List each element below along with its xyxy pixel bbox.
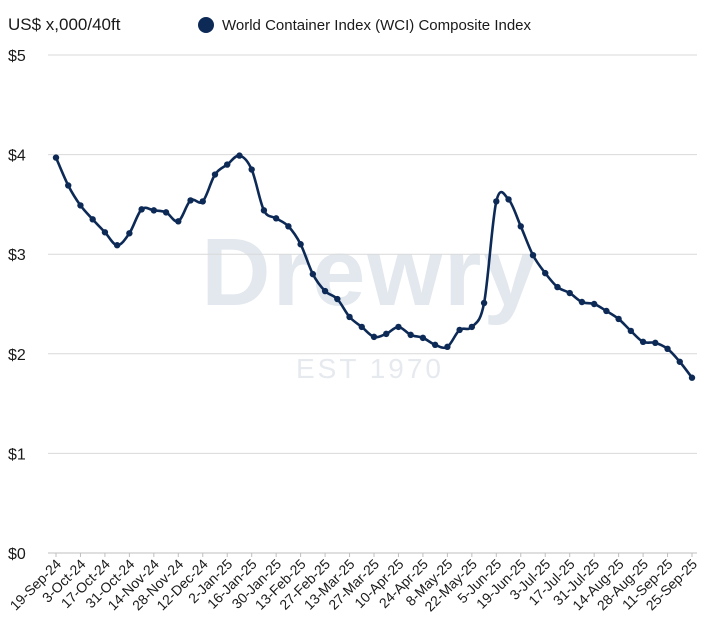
y-tick-label: $5 <box>8 48 26 65</box>
data-point <box>334 295 341 303</box>
gridlines <box>48 54 697 554</box>
data-point <box>517 223 524 230</box>
data-point <box>346 313 353 321</box>
data-point <box>542 269 549 277</box>
data-point <box>676 358 683 365</box>
data-point <box>297 241 304 248</box>
watermark-tagline: EST 1970 <box>296 353 444 384</box>
legend: World Container Index (WCI) Composite In… <box>198 17 532 34</box>
data-point <box>321 287 329 295</box>
data-point <box>248 166 255 173</box>
data-point <box>236 152 243 159</box>
data-point <box>419 334 427 342</box>
data-point <box>150 207 158 214</box>
data-point <box>187 197 194 204</box>
data-point <box>358 323 365 331</box>
data-point <box>309 270 317 278</box>
data-point <box>493 198 500 205</box>
data-point <box>199 198 206 205</box>
data-point <box>383 330 390 338</box>
data-point <box>211 171 219 178</box>
series-wci <box>52 152 696 381</box>
data-point <box>480 299 488 307</box>
data-point <box>370 333 378 341</box>
y-axis-ticks: $0 $1 $2 $3 $4 $5 <box>8 48 26 563</box>
data-point <box>554 283 561 291</box>
data-point <box>578 298 586 306</box>
data-point <box>224 161 231 168</box>
data-point <box>456 326 463 334</box>
data-point <box>468 323 476 331</box>
data-point <box>65 182 72 189</box>
data-point <box>664 345 671 353</box>
data-point <box>113 242 121 249</box>
y-tick-label: $1 <box>8 446 26 463</box>
y-tick-label: $0 <box>8 546 26 563</box>
watermark-brand: Drewry <box>201 219 539 326</box>
data-point <box>162 209 170 216</box>
data-point <box>529 251 537 259</box>
data-point <box>272 215 280 222</box>
y-tick-label: $3 <box>8 247 26 264</box>
data-point <box>407 331 414 339</box>
data-point <box>126 230 133 237</box>
data-point <box>505 196 512 203</box>
data-point <box>175 218 182 225</box>
legend-marker <box>198 17 214 33</box>
data-point <box>395 323 402 331</box>
data-point <box>652 339 659 347</box>
data-point <box>444 343 451 351</box>
y-axis-label: US$ x,000/40ft <box>8 15 121 34</box>
data-point <box>89 216 96 223</box>
data-point <box>138 206 145 213</box>
data-point <box>77 202 84 209</box>
data-point <box>590 300 598 308</box>
y-tick-label: $4 <box>8 148 26 165</box>
y-tick-label: $2 <box>8 347 26 364</box>
data-point <box>615 315 622 323</box>
data-point <box>101 229 109 236</box>
data-point <box>627 327 635 335</box>
data-point <box>603 307 610 315</box>
data-point <box>52 154 60 161</box>
data-point <box>260 207 268 214</box>
x-axis-ticks: 19-Sep-243-Oct-2417-Oct-2431-Oct-2414-No… <box>7 553 700 614</box>
data-point <box>688 374 696 381</box>
drewry-watermark: Drewry EST 1970 <box>201 219 539 384</box>
data-point <box>431 341 439 349</box>
data-point <box>285 223 292 230</box>
data-point <box>566 289 573 297</box>
data-point <box>639 338 647 346</box>
legend-label: World Container Index (WCI) Composite In… <box>222 17 532 34</box>
